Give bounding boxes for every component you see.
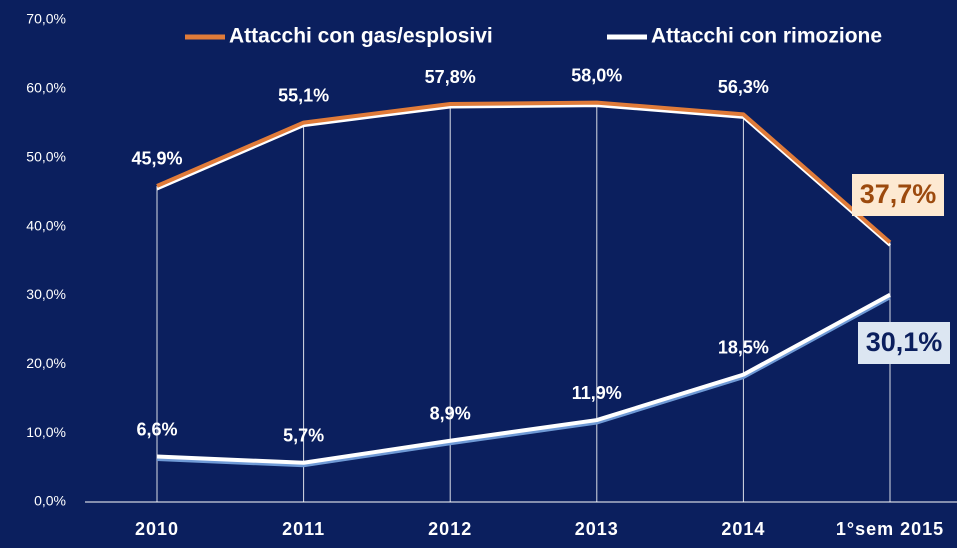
y-tick-label: 10,0%: [26, 424, 66, 440]
line: [156, 292, 891, 465]
x-tick-label: 2013: [575, 519, 619, 539]
data-label: 55,1%: [278, 85, 329, 105]
data-label: 8,9%: [430, 403, 471, 423]
data-label: 58,0%: [571, 65, 622, 85]
data-label: 5,7%: [283, 426, 324, 446]
legend-label: Attacchi con gas/esplosivi: [229, 25, 493, 48]
y-tick-label: 40,0%: [26, 217, 66, 233]
highlight-box: [852, 174, 944, 216]
y-tick-label: 0,0%: [34, 493, 66, 509]
y-tick-label: 30,0%: [26, 286, 66, 302]
line-shadow: [156, 296, 891, 468]
y-tick-label: 50,0%: [26, 148, 66, 164]
data-label: 30,1%: [866, 327, 943, 357]
x-tick-label: 2010: [135, 519, 179, 539]
legend-label: Attacchi con rimozione: [651, 25, 882, 48]
y-tick-label: 70,0%: [26, 11, 66, 27]
line-shadow: [156, 104, 891, 247]
x-tick-label: 2011: [282, 519, 325, 539]
y-tick-label: 60,0%: [26, 80, 66, 96]
data-label: 6,6%: [136, 419, 177, 439]
data-label: 18,5%: [718, 337, 769, 357]
x-tick-label: 2012: [428, 519, 472, 539]
y-tick-label: 20,0%: [26, 355, 66, 371]
highlight-box: [858, 322, 950, 364]
data-label: 37,7%: [860, 179, 937, 209]
data-label: 45,9%: [131, 149, 182, 169]
line: [156, 100, 892, 244]
data-label: 11,9%: [572, 383, 622, 403]
data-label: 56,3%: [718, 77, 769, 97]
x-tick-label: 1°sem 2015: [836, 519, 944, 539]
data-label: 57,8%: [425, 67, 476, 87]
x-tick-label: 2014: [721, 519, 765, 539]
